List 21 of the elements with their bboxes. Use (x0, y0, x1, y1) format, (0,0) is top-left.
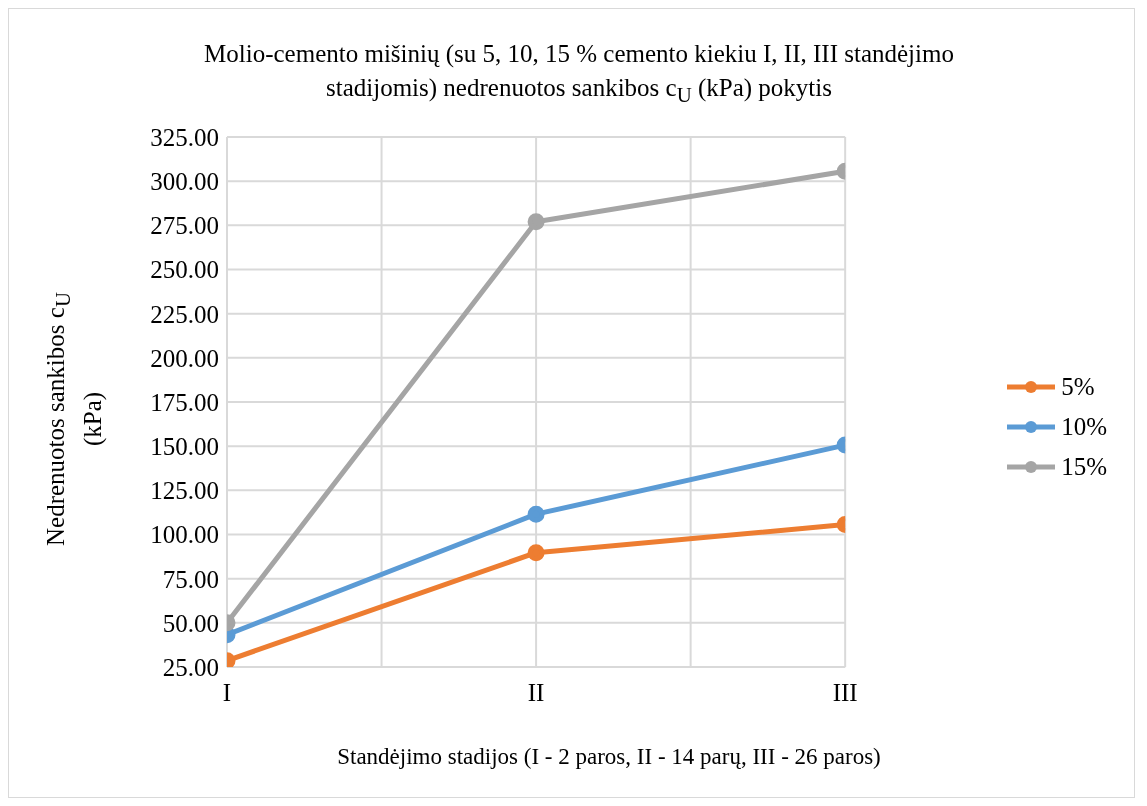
y-tick-label: 50.00 (162, 609, 219, 637)
y-tick-label: 275.00 (150, 212, 219, 240)
y-tick-label: 200.00 (150, 344, 219, 372)
y-tick-label: 150.00 (150, 433, 219, 461)
y-tick-label: 75.00 (162, 565, 219, 593)
y-tick-label: 225.00 (150, 300, 219, 328)
x-tick-label: III (832, 678, 858, 706)
y-tick-label: 175.00 (150, 388, 219, 416)
legend-label: 10% (1061, 413, 1107, 441)
x-axis-title: Standėjimo stadijos (I - 2 paros, II - 14 parų, III - 26 paros) (336, 744, 882, 770)
chart-title: Molio-cemento mišinių (su 5, 10, 15 % cemento kiekiu I, II, III standėjimo stadijomis) nedrenuotos sankibos c$_{U}$ (kPa) pokytis (203, 39, 955, 109)
y-tick-label: 300.00 (150, 168, 219, 196)
x-tick-label: II (527, 678, 545, 706)
legend-label: 5% (1061, 373, 1095, 401)
y-tick-label: 100.00 (150, 521, 219, 549)
y-tick-label: 325.00 (150, 123, 219, 151)
legend-label: 15% (1061, 453, 1107, 481)
y-tick-label: 250.00 (150, 256, 219, 284)
y-tick-label: 125.00 (150, 477, 219, 505)
y-tick-label: 25.00 (162, 653, 219, 681)
x-tick-label: I (222, 678, 232, 706)
